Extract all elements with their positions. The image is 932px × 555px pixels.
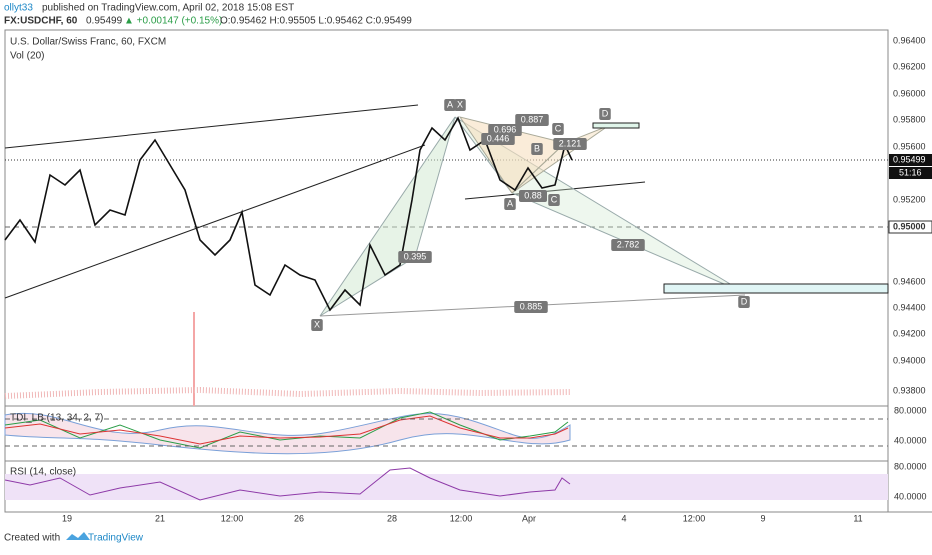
pattern-label: 0.885: [520, 301, 543, 311]
pattern-leg: [319, 116, 456, 317]
time-label: 21: [155, 513, 165, 523]
tdi-band: [4, 412, 571, 455]
indicator-title: Vol (20): [10, 51, 44, 62]
time-label: 4: [621, 513, 626, 523]
pattern-label: X: [457, 99, 463, 109]
countdown: 51:16: [899, 167, 922, 177]
volume-bars: [4, 386, 571, 399]
pattern-label: 0.446: [487, 133, 510, 143]
pattern-label-box: [738, 296, 750, 308]
pattern-label-box: [504, 198, 516, 210]
pattern-label: C: [551, 194, 558, 204]
last: 0.95499: [86, 16, 123, 27]
price-label: 0.96400: [893, 35, 926, 45]
rsi-line: [4, 467, 571, 501]
pattern-label: D: [741, 296, 748, 306]
pattern-label-box: [531, 143, 543, 155]
price-label: 0.96200: [893, 61, 926, 71]
pattern-label-box: [611, 239, 645, 251]
pattern-label: 0.887: [521, 114, 544, 124]
pattern-label: C: [555, 123, 562, 133]
time-label: 28: [387, 513, 397, 523]
price-label: 0.93800: [893, 385, 926, 395]
pattern-label: 0.395: [404, 251, 427, 261]
pattern-label-box: [454, 99, 466, 111]
pattern-label-box: [599, 108, 611, 120]
trend-line: [4, 144, 426, 299]
pattern-label-box: [398, 251, 432, 263]
pattern-label: B: [534, 143, 540, 153]
pattern-label: 2.121: [559, 138, 582, 148]
rsi-band: [5, 474, 888, 500]
pattern-label: A: [447, 99, 453, 109]
footer-created: Created with: [4, 533, 60, 544]
tdi-signal: [4, 415, 569, 445]
price-label: 0.95200: [893, 194, 926, 204]
symbol: FX:USDCHF, 60: [4, 16, 78, 27]
tdi-axis-label: 40.0000: [894, 435, 927, 445]
pattern-label-box: [552, 123, 564, 135]
price-label: 0.95600: [893, 141, 926, 151]
time-label: 12:00: [683, 513, 706, 523]
pattern-label: A: [507, 198, 513, 208]
pattern-label: D: [602, 108, 609, 118]
pattern-label: 0.88: [524, 190, 542, 200]
price-label: 0.95800: [893, 114, 926, 124]
pane-title: TDI_LB (13, 34, 2, 7): [10, 413, 103, 424]
time-label: 11: [853, 513, 862, 523]
price-box: [889, 154, 932, 166]
pattern-label-box: [444, 99, 456, 111]
footer-brand[interactable]: TradingView: [88, 533, 144, 544]
time-label: 26: [294, 513, 304, 523]
volume-spike: [193, 312, 195, 406]
pattern-label-box: [553, 138, 587, 150]
tdi-line: [4, 411, 569, 449]
published: published on TradingView.com, April 02, …: [42, 3, 294, 14]
price-label: 0.94200: [893, 328, 926, 338]
pattern-label-box: [514, 301, 548, 313]
level-label: 0.95000: [893, 221, 926, 231]
time-label: Apr: [522, 513, 536, 523]
level-box: [888, 220, 932, 234]
author[interactable]: ollyt33: [4, 3, 33, 14]
pattern-label-box: [311, 319, 323, 331]
pane-title: U.S. Dollar/Swiss Franc, 60, FXCM: [10, 37, 166, 48]
countdown-box: [889, 167, 932, 179]
pattern-label-box: [481, 133, 515, 145]
price-label: 0.94000: [893, 355, 926, 365]
time-label: 12:00: [221, 513, 244, 523]
pattern-label-box: [515, 114, 549, 126]
trend-line: [464, 181, 646, 200]
logo: [66, 532, 90, 540]
pattern-label: 2.782: [617, 239, 640, 249]
current-price: 0.95499: [893, 154, 926, 164]
price-series: [4, 116, 573, 312]
time-label: 12:00: [450, 513, 473, 523]
price-label: 0.96000: [893, 88, 926, 98]
rsi-axis-label: 80.0000: [894, 461, 927, 471]
pattern-label: X: [314, 319, 320, 329]
time-label: 19: [62, 513, 72, 523]
rsi-axis-label: 40.0000: [894, 491, 927, 501]
pattern-label-box: [519, 190, 547, 202]
price-label: 0.94400: [893, 302, 926, 312]
time-label: 9: [760, 513, 765, 523]
pane-title: RSI (14, close): [10, 467, 76, 478]
target-zone: [592, 122, 640, 129]
target-zone: [663, 283, 889, 294]
trend-line: [4, 104, 419, 149]
change: ▲ +0.00147 (+0.15%): [124, 16, 222, 27]
tdi-axis-label: 80.0000: [894, 405, 927, 415]
price-label: 0.94600: [893, 276, 926, 286]
pattern-label: 0.696: [494, 124, 517, 134]
ohlc: O:0.95462 H:0.95505 L:0.95462 C:0.95499: [220, 16, 412, 27]
pattern-label-box: [548, 194, 560, 206]
